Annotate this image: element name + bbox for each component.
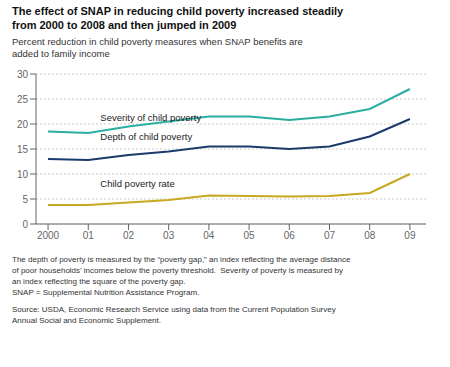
html-text:Annual Social and Economic Sup: Annual Social and Economic Supplement. xyxy=(12,316,161,325)
svg-text:Child poverty rate: Child poverty rate xyxy=(100,178,174,189)
html-text:The effect of SNAP in reducing: The effect of SNAP in reducing child pov… xyxy=(12,5,344,17)
svg-text:03: 03 xyxy=(163,230,175,241)
svg-text:06: 06 xyxy=(284,230,296,241)
svg-text:04: 04 xyxy=(203,230,215,241)
svg-text:25: 25 xyxy=(17,94,29,105)
html-text:Percent reduction in child pov: Percent reduction in child poverty measu… xyxy=(12,36,303,47)
svg-text:20: 20 xyxy=(17,119,29,130)
html-text:The depth of poverty is measur: The depth of poverty is measured by the … xyxy=(12,255,351,264)
svg-text:Severity of child poverty: Severity of child poverty xyxy=(100,112,201,123)
svg-text:Depth of child poverty: Depth of child poverty xyxy=(100,131,192,142)
svg-text:10: 10 xyxy=(17,169,29,180)
svg-text:08: 08 xyxy=(364,230,376,241)
html-text:Source: USDA, Economic Researc: Source: USDA, Economic Research Service … xyxy=(12,305,336,314)
svg-text:01: 01 xyxy=(83,230,95,241)
html-text:of poor households’ incomes be: of poor households’ incomes below the po… xyxy=(12,266,343,275)
svg-text:09: 09 xyxy=(404,230,416,241)
svg-text:05: 05 xyxy=(244,230,256,241)
svg-text:5: 5 xyxy=(22,194,28,205)
html-text:an index reflecting the square: an index reflecting the square of the po… xyxy=(12,277,186,286)
svg-text:2000: 2000 xyxy=(37,230,60,241)
html-text:from 2000 to 2008 and then jum: from 2000 to 2008 and then jumped in 200… xyxy=(12,19,237,31)
svg-text:07: 07 xyxy=(324,230,336,241)
svg-text:30: 30 xyxy=(17,69,29,80)
html-text:added to family income: added to family income xyxy=(12,48,110,59)
svg-text:15: 15 xyxy=(17,144,29,155)
html-text:SNAP = Supplemental Nutrition: SNAP = Supplemental Nutrition Assistance… xyxy=(12,288,200,297)
svg-text:0: 0 xyxy=(22,219,28,230)
svg-text:02: 02 xyxy=(123,230,135,241)
